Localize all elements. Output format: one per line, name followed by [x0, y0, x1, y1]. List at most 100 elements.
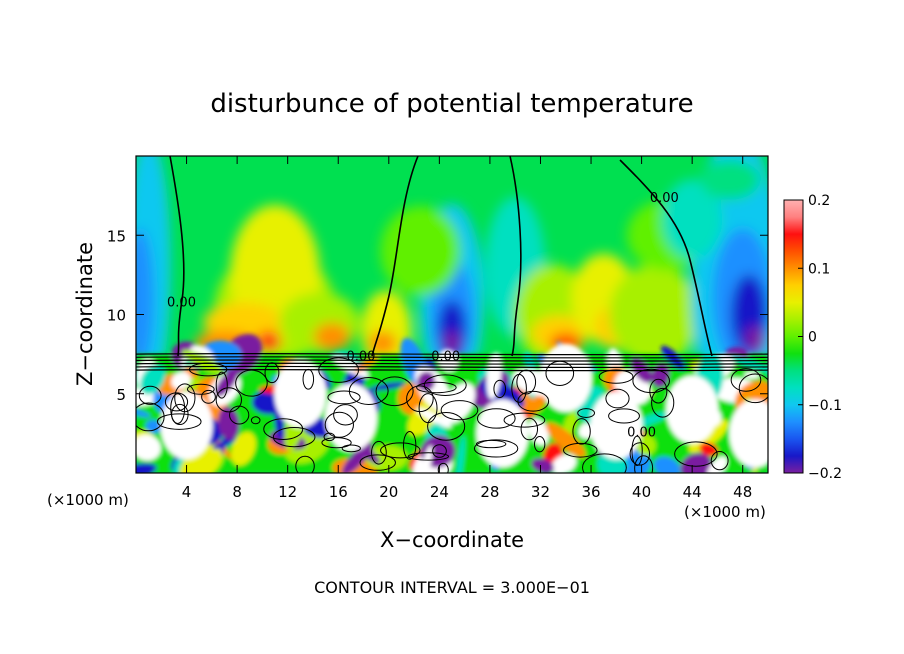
x-tick-label: 44 — [683, 483, 702, 501]
lower-contour — [632, 368, 670, 394]
x-axis-label: X−coordinate — [380, 528, 524, 552]
lower-contour — [215, 387, 242, 413]
lower-white-blob — [476, 399, 529, 468]
lower-contour — [533, 436, 546, 453]
lower-contour — [416, 381, 457, 394]
lower-blob — [545, 422, 586, 458]
field-blob — [256, 331, 281, 352]
lower-blob — [136, 463, 157, 473]
lower-contour — [631, 435, 643, 466]
lower-contour — [156, 413, 202, 430]
lower-contour — [264, 362, 280, 384]
lower-contour — [730, 368, 762, 392]
lower-contour — [674, 441, 718, 467]
lower-contour — [493, 379, 507, 399]
lower-contour — [359, 454, 396, 471]
field-blob — [368, 331, 397, 356]
lower-contour — [440, 400, 479, 421]
zero-contour — [169, 156, 185, 357]
lower-contour — [582, 453, 627, 473]
lower-blob — [420, 445, 433, 473]
lower-contour — [649, 378, 668, 404]
lower-white-blob — [590, 391, 643, 460]
lower-contour — [608, 408, 640, 424]
lower-contour — [188, 362, 228, 377]
lower-blob — [215, 369, 238, 397]
lower-contour — [341, 444, 361, 453]
contour-label: 0.00 — [650, 191, 679, 206]
lower-contour — [164, 392, 189, 412]
y-axis-label: Z−coordinate — [73, 242, 97, 386]
lower-contour — [710, 450, 729, 471]
colorbar-tick-label: −0.2 — [808, 466, 842, 482]
colorbar-tick-label: 0.1 — [808, 261, 830, 277]
lower-contour — [605, 388, 630, 409]
lower-contour — [511, 373, 527, 403]
lower-contour — [406, 385, 434, 413]
lower-blob — [332, 458, 378, 473]
y-tick-label: 5 — [116, 386, 126, 404]
x-tick-label: 16 — [329, 483, 348, 501]
zero-contour — [371, 156, 419, 357]
contour-label: 0.00 — [627, 426, 656, 441]
lower-contour — [407, 452, 450, 461]
lower-blob — [699, 442, 719, 457]
field-blob — [136, 228, 154, 369]
lower-blob — [707, 456, 728, 473]
lower-white-blob — [160, 391, 213, 460]
x-tick-label: 48 — [733, 483, 752, 501]
lower-contour — [327, 390, 361, 405]
x-tick-label: 40 — [632, 483, 651, 501]
lower-blob — [551, 454, 577, 473]
lower-blob — [212, 437, 236, 450]
lower-contour — [272, 426, 316, 448]
x-tick-label: 4 — [182, 483, 192, 501]
lower-contour — [186, 383, 215, 395]
lower-blob — [217, 406, 240, 440]
lower-white-blob — [729, 399, 768, 468]
lower-contour — [427, 411, 466, 441]
y-tick-label: 10 — [107, 307, 126, 325]
field-blob — [745, 325, 766, 354]
colorbar-tick-label: 0.2 — [808, 193, 830, 209]
lower-contour — [738, 373, 768, 404]
field-blob — [444, 331, 460, 356]
lower-contour — [598, 369, 634, 384]
lower-contour — [375, 376, 414, 407]
y-tick-label: 15 — [107, 227, 126, 245]
lower-contour — [563, 442, 598, 458]
lower-blob — [136, 434, 161, 461]
lower-contour — [318, 357, 360, 383]
lower-blob — [181, 349, 224, 374]
lower-blob — [531, 458, 555, 473]
boundary-contour — [136, 365, 768, 369]
colorbar: −0.2 −0.1 0 0.1 0.2 — [783, 193, 842, 482]
zero-contour — [619, 159, 713, 357]
lower-contour — [302, 368, 315, 390]
x-tick-label: 32 — [531, 483, 550, 501]
x-tick-label: 12 — [278, 483, 297, 501]
x-unit-left: (×1000 m) — [47, 491, 129, 509]
lower-contour — [371, 440, 387, 465]
lower-contour — [629, 442, 651, 466]
lower-contour — [577, 408, 596, 418]
lower-contour — [572, 418, 591, 445]
contour-label: 0.00 — [347, 349, 376, 364]
contour-interval-note: CONTOUR INTERVAL = 3.000E−01 — [314, 578, 590, 597]
lower-white-blob — [666, 375, 719, 444]
lower-contour — [235, 369, 268, 397]
lower-contour — [380, 442, 421, 459]
plot-area — [136, 156, 768, 473]
field-blob — [313, 322, 350, 351]
lower-contour — [476, 408, 516, 429]
lower-blob — [231, 431, 256, 466]
lower-contour — [423, 374, 467, 397]
lower-contour — [263, 418, 304, 440]
lower-contour — [136, 402, 165, 432]
lower-contour — [437, 462, 449, 473]
lower-blob — [171, 371, 191, 390]
lower-contour — [473, 439, 519, 458]
x-tick-label: 24 — [430, 483, 449, 501]
chart-title: disturbunce of potential temperature — [210, 89, 693, 119]
field-blob — [700, 159, 761, 200]
